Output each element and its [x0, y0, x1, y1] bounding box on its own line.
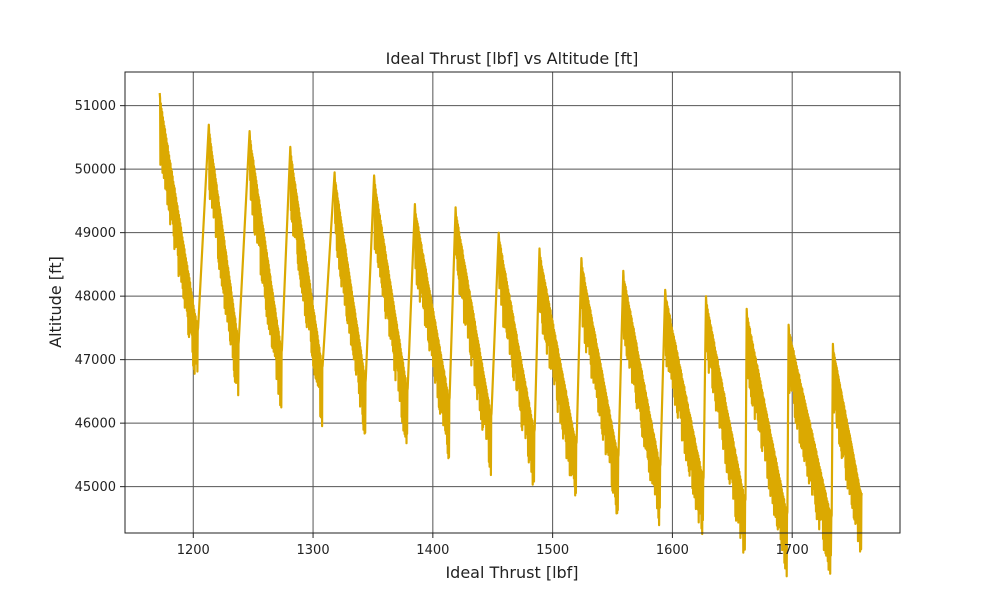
series [158, 92, 863, 578]
y-tick-label: 50000 [75, 163, 116, 178]
x-tick-label: 1300 [297, 543, 330, 558]
ticks: 1200 1300 1400 1500 1600 1700 45000 46000 47000 4… [75, 99, 809, 558]
y-tick-label: 45000 [75, 480, 116, 495]
y-tick-label: 48000 [75, 290, 116, 305]
x-tick-label: 1200 [177, 543, 210, 558]
y-tick-label: 49000 [75, 226, 116, 241]
y-tick-label: 47000 [75, 353, 116, 368]
chart-title: Ideal Thrust [lbf] vs Altitude [ft] [386, 49, 639, 68]
y-tick-label: 51000 [75, 99, 116, 114]
x-axis-label: Ideal Thrust [lbf] [445, 563, 578, 582]
y-axis-label: Altitude [ft] [46, 256, 65, 348]
x-tick-label: 1700 [776, 543, 809, 558]
x-tick-label: 1400 [416, 543, 449, 558]
thrust-altitude-series-line [158, 92, 863, 578]
x-tick-label: 1600 [656, 543, 689, 558]
plot-frame [124, 71, 901, 534]
x-tick-label: 1500 [536, 543, 569, 558]
y-tick-label: 46000 [75, 417, 116, 432]
